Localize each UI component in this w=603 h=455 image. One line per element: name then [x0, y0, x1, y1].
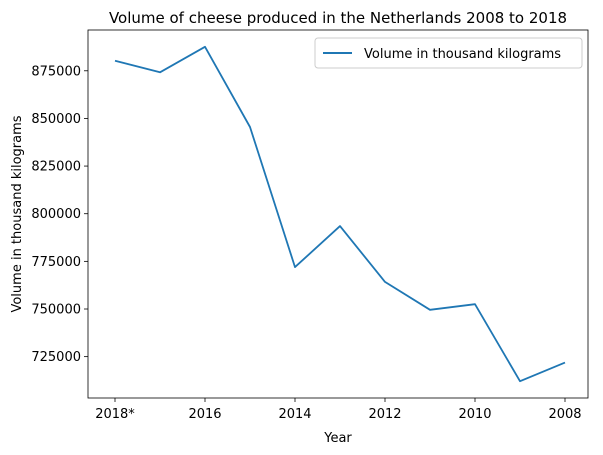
- x-tick-label: 2014: [278, 407, 311, 422]
- x-axis-label: Year: [323, 431, 352, 446]
- x-tick-label: 2018*: [95, 407, 135, 422]
- y-tick-label: 775000: [31, 255, 81, 270]
- legend-box: [314, 37, 583, 69]
- x-tick-label: 2010: [458, 407, 491, 422]
- y-tick-label: 800000: [31, 207, 81, 222]
- x-axis: 2018* 2016 2014 2012 2010 2008: [95, 398, 582, 422]
- x-tick-label: 2016: [188, 407, 221, 422]
- y-tick-label: 825000: [31, 160, 81, 175]
- y-tick-label: 750000: [31, 303, 81, 318]
- series-line: [114, 45, 566, 383]
- x-tick-label: 2012: [368, 407, 401, 422]
- y-tick-label: 725000: [31, 350, 81, 365]
- legend: Volume in thousand kilograms: [314, 37, 583, 69]
- legend-entry: Volume in thousand kilograms: [364, 47, 561, 62]
- chart-title: Volume of cheese produced in the Netherl…: [109, 9, 567, 27]
- series-layer: [114, 45, 566, 383]
- plot-area: [87, 29, 589, 399]
- y-axis: 725000 750000 775000 800000 825000 850000 8750…: [31, 64, 88, 365]
- y-tick-label: 875000: [31, 64, 81, 79]
- x-tick-label: 2008: [548, 407, 581, 422]
- y-tick-label: 850000: [31, 112, 81, 127]
- y-axis-label: Volume in thousand kilograms: [10, 115, 25, 312]
